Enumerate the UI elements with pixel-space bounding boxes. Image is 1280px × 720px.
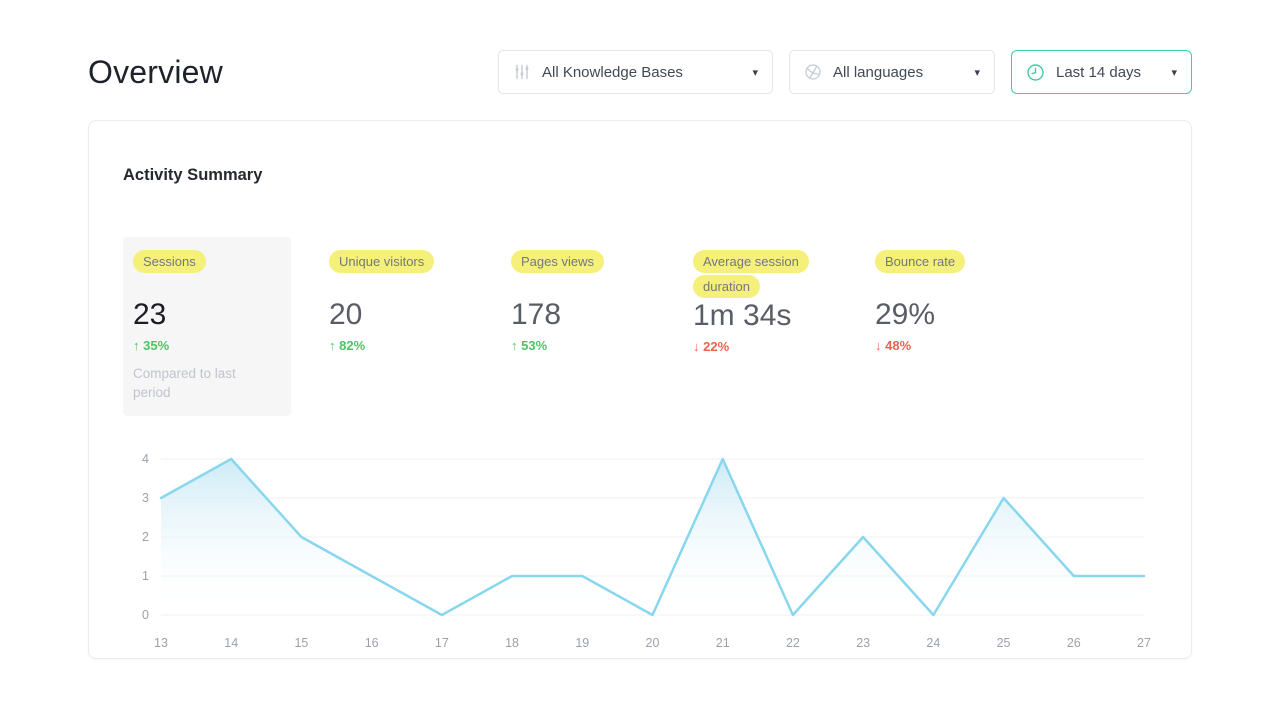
metric-block[interactable]: Pages views 178 ↑ 53% (501, 237, 655, 366)
y-axis-tick: 4 (142, 452, 149, 466)
knowledge-base-value: All Knowledge Bases (542, 63, 683, 81)
metric-value: 20 (329, 298, 363, 331)
x-axis-tick: 21 (716, 636, 730, 650)
card-title: Activity Summary (123, 166, 263, 184)
language-value: All languages (833, 63, 924, 81)
knowledge-base-dropdown[interactable]: All Knowledge Bases ▾ (498, 50, 773, 94)
metric-label-wrap: Bounce rate (875, 250, 1009, 298)
page-header: Overview All Knowledge Bases ▾ (88, 50, 1192, 94)
trend-value: 48% (885, 338, 912, 353)
chevron-down-icon: ▾ (1171, 66, 1177, 79)
metric-block[interactable]: Average session duration 1m 34s ↓ 22% (683, 237, 837, 367)
x-axis-tick: 24 (926, 636, 940, 650)
trend-arrow-icon: ↑ (511, 338, 518, 353)
x-axis-tick: 16 (365, 636, 379, 650)
metric-label-wrap: Pages views (511, 250, 645, 298)
filter-bar: All Knowledge Bases ▾ All languages ▾ (498, 50, 1192, 94)
page-title: Overview (88, 53, 223, 90)
metric-value: 29% (875, 298, 936, 331)
metric-value: 23 (133, 298, 167, 331)
x-axis-tick: 20 (646, 636, 660, 650)
metric-label: Pages views (511, 250, 604, 273)
metric-label-wrap: Average session duration (693, 250, 827, 299)
metric-block[interactable]: Unique visitors 20 ↑ 82% (319, 237, 473, 366)
y-axis-tick: 1 (142, 569, 149, 583)
metrics-row: Sessions 23 ↑ 35% Compared to last perio… (123, 237, 1157, 416)
chevron-down-icon: ▾ (974, 66, 980, 79)
x-axis-tick: 22 (786, 636, 800, 650)
x-axis-tick: 15 (294, 636, 308, 650)
y-axis-tick: 0 (142, 608, 149, 622)
metric-trend: ↓ 22% (693, 339, 827, 354)
metric-label: Unique visitors (329, 250, 435, 273)
clock-icon (1026, 63, 1045, 82)
metric-label: Sessions (133, 250, 206, 273)
metric-block[interactable]: Bounce rate 29% ↓ 48% (865, 237, 1019, 366)
x-axis-tick: 13 (154, 636, 168, 650)
trend-value: 82% (339, 338, 366, 353)
trend-arrow-icon: ↑ (329, 338, 336, 353)
chevron-down-icon: ▾ (752, 66, 758, 79)
trend-value: 22% (703, 339, 730, 355)
x-axis-tick: 26 (1067, 636, 1081, 650)
chart-container: 0 1 2 3 4 13 14 15 16 17 18 19 20 21 22 23 24 25 26 27 (123, 451, 1157, 661)
metric-label: Bounce rate (875, 250, 966, 273)
metric-value: 1m 34s (693, 299, 792, 333)
sessions-line-series (159, 457, 1146, 617)
x-axis-tick: 14 (224, 636, 238, 650)
metric-trend: ↓ 48% (875, 338, 1009, 353)
x-axis-tick: 25 (997, 636, 1011, 650)
y-axis-tick: 2 (142, 530, 149, 544)
metric-label-wrap: Sessions (133, 250, 281, 298)
trend-arrow-icon: ↓ (875, 338, 882, 353)
metric-label: Average session duration (693, 250, 809, 298)
metric-trend: ↑ 82% (329, 338, 463, 353)
language-dropdown[interactable]: All languages ▾ (789, 50, 995, 94)
trend-value: 53% (521, 338, 548, 353)
metric-trend: ↑ 53% (511, 338, 645, 353)
x-axis-tick: 18 (505, 636, 519, 650)
trend-arrow-icon: ↓ (693, 339, 700, 355)
date-range-dropdown[interactable]: Last 14 days ▾ (1011, 50, 1192, 94)
globe-icon (804, 63, 822, 81)
metric-trend: ↑ 35% (133, 338, 281, 353)
x-axis-tick: 17 (435, 636, 449, 650)
metric-value: 178 (511, 298, 562, 331)
y-axis-tick: 3 (142, 491, 149, 505)
date-range-value: Last 14 days (1056, 63, 1142, 81)
metric-note: Compared to last period (133, 366, 236, 400)
activity-summary-card: Activity Summary Sessions 23 ↑ 35% Compa… (88, 120, 1192, 659)
x-axis-tick: 19 (575, 636, 589, 650)
metric-block[interactable]: Sessions 23 ↑ 35% Compared to last perio… (123, 237, 291, 416)
metric-label-wrap: Unique visitors (329, 250, 463, 298)
trend-arrow-icon: ↑ (133, 338, 140, 353)
x-axis-tick: 23 (856, 636, 870, 650)
x-axis-tick: 27 (1137, 636, 1151, 650)
trend-value: 35% (143, 338, 170, 353)
sliders-icon (513, 63, 531, 81)
